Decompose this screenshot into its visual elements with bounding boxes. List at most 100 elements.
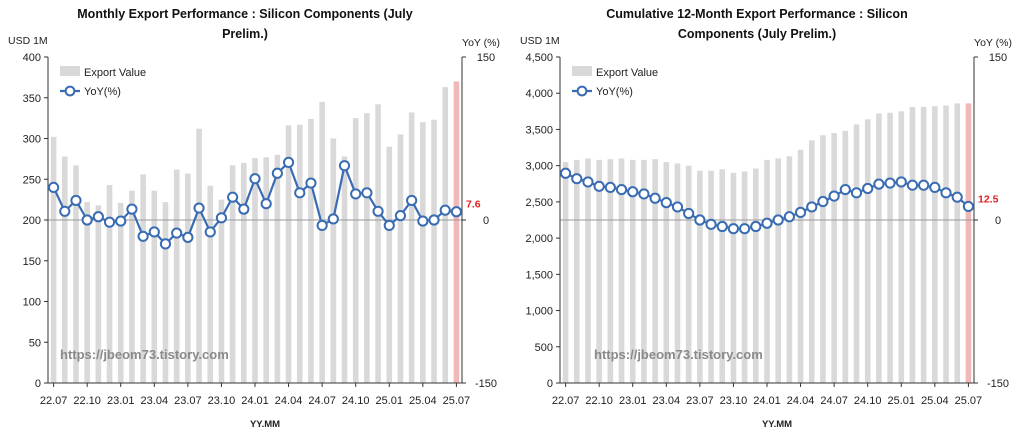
bar [162,202,169,383]
x-tick-label: 24.04 [275,395,303,407]
bar [641,159,647,383]
yoy-marker [47,181,60,193]
x-tick-label: 24.01 [241,395,269,407]
cumulative-export-chart: Cumulative 12-Month Export Performance :… [520,7,1012,430]
x-axis-title: YY.MM [250,419,280,430]
bar [241,162,247,383]
x-tick-label: 23.07 [686,395,714,407]
bar [95,205,102,383]
yoy-marker [873,178,885,190]
bar [663,162,670,383]
yoy-marker [772,214,784,226]
bar [196,128,202,383]
bar [453,81,460,383]
x-tick-label: 24.04 [787,395,815,407]
yoy-marker [906,179,919,191]
bar [375,104,381,384]
bar [652,159,658,383]
bar [106,184,113,383]
bar [229,165,236,383]
bar [562,162,569,383]
bar [719,169,726,383]
yoy-marker [951,191,963,203]
yoy-marker [559,167,572,179]
x-tick-label: 22.07 [40,395,68,407]
yoy-marker [271,167,283,179]
bar [887,112,893,383]
y2-tick-label: 150 [477,52,495,64]
yoy-marker [81,214,93,226]
x-tick-label: 24.10 [854,395,882,407]
bar [330,138,337,383]
yoy-marker [604,181,616,193]
yoy-marker [694,214,706,226]
bar [218,199,225,383]
x-tick-label: 25.04 [921,395,949,407]
y2-tick-label: -150 [475,378,497,390]
yoy-marker [683,207,695,220]
y-tick-label: 350 [23,93,41,105]
yoy-marker [159,238,172,250]
y-tick-label: 2,000 [525,233,553,245]
bar [943,105,949,383]
legend-bar-swatch [60,66,80,76]
bar [50,136,57,383]
yoy-marker [716,220,728,233]
bar [573,159,580,383]
yoy-marker [327,213,339,225]
x-tick-label: 23.01 [619,395,647,407]
yoy-marker [895,176,907,188]
y-tick-label: 3,500 [525,124,553,136]
bar [596,159,602,383]
x-tick-label: 22.07 [552,395,580,407]
chart-title: Cumulative 12-Month Export Performance :… [606,7,907,21]
bar [420,122,426,383]
yoy-marker [148,226,160,238]
bar [954,103,961,383]
bar [797,149,804,383]
yoy-marker [962,200,975,213]
yoy-marker [884,177,896,189]
yoy-marker [383,219,395,232]
legend-line-marker [64,85,76,97]
yoy-marker [739,223,751,235]
bar [308,118,314,383]
x-tick-label: 25.01 [888,395,916,407]
bar [431,119,437,383]
bar [741,171,748,383]
yoy-marker [850,187,863,199]
yoy-marker [940,187,952,199]
yoy-marker [126,203,138,215]
x-tick-label: 23.10 [208,395,236,407]
yoy-marker [193,202,205,214]
bar [117,202,124,383]
bar [685,165,692,383]
y-tick-label: 4,500 [525,52,553,64]
yoy-marker [439,204,451,216]
yoy-marker [839,183,851,196]
bar [84,202,90,383]
y-tick-label: 1,000 [525,306,553,318]
bar [319,101,325,383]
yoy-marker [103,216,116,228]
yoy-marker [806,201,818,213]
yoy-marker [660,197,672,209]
legend-bar-swatch [572,66,592,76]
bar [408,112,415,384]
yoy-marker [316,219,328,232]
y2-tick-label: -150 [987,378,1009,390]
yoy-marker [215,212,228,224]
bar [151,190,158,383]
yoy-marker [227,191,239,203]
bar [364,113,370,384]
yoy-marker [394,210,407,222]
bar [618,158,625,383]
yoy-marker [929,181,941,193]
x-tick-label: 22.10 [585,395,613,407]
yoy-marker [638,188,650,200]
yoy-marker [794,206,807,218]
x-tick-label: 24.07 [308,395,336,407]
bar [629,159,636,383]
y-tick-label: 400 [23,52,41,64]
bar [831,133,837,383]
